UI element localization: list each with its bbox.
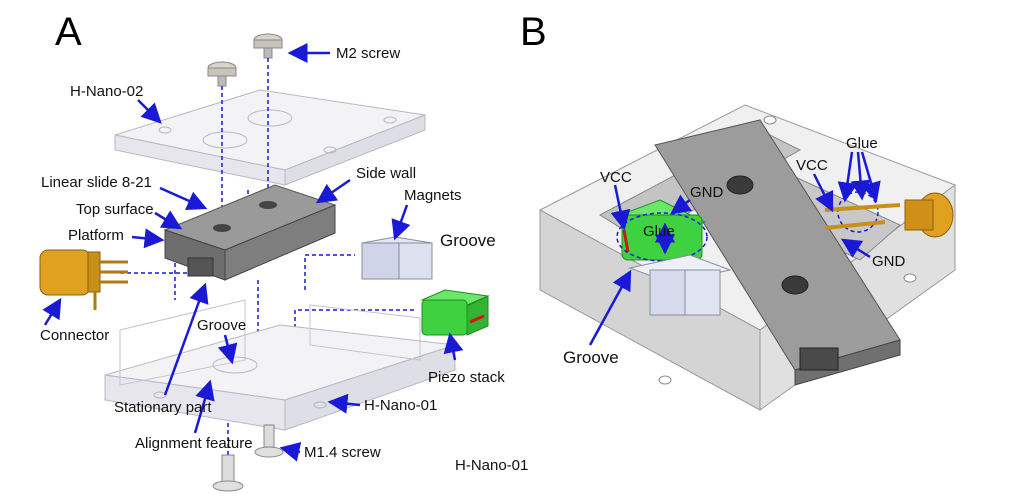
m1-4-screw — [254, 424, 284, 458]
panel-b-arrows — [588, 151, 881, 346]
m2-screw-left — [207, 61, 237, 87]
label-h-nano-01-mid: H-Nano-01 — [364, 397, 437, 414]
label-groove-b: Groove — [563, 348, 619, 367]
connector-part — [39, 249, 128, 310]
magnets-block — [361, 236, 433, 280]
label-m1-4-screw: M1.4 screw — [304, 444, 381, 461]
panel-a-label: A — [55, 10, 82, 54]
label-side-wall: Side wall — [356, 165, 416, 182]
label-linear-slide: Linear slide 8-21 — [41, 174, 152, 191]
piezo-stack — [420, 289, 490, 336]
label-stationary-part: Stationary part — [114, 399, 212, 416]
assembled-slide — [654, 119, 901, 386]
label-gnd-right: GND — [872, 253, 906, 270]
panel-b-label: B — [520, 10, 547, 54]
label-magnets: Magnets — [404, 187, 462, 204]
h-nano-02-plate — [114, 89, 427, 186]
label-groove-center: Groove — [197, 317, 246, 334]
label-piezo-stack: Piezo stack — [428, 369, 505, 386]
linear-slide-block — [163, 184, 337, 281]
label-top-surface: Top surface — [76, 201, 154, 218]
label-vcc-left: VCC — [600, 169, 632, 186]
label-groove-right: Groove — [440, 231, 496, 250]
label-platform: Platform — [68, 227, 124, 244]
label-vcc-right: VCC — [796, 157, 828, 174]
assembled-connector — [824, 191, 954, 238]
m2-screw-right — [253, 33, 283, 59]
label-m2-screw: M2 screw — [336, 45, 400, 62]
label-glue-right: Glue — [846, 135, 878, 152]
label-glue-left: Glue — [643, 223, 675, 240]
assembled-magnets — [628, 254, 732, 316]
label-alignment-feature: Alignment feature — [135, 435, 253, 452]
label-gnd-left: GND — [690, 184, 724, 201]
panel-a-arrows — [42, 43, 464, 462]
label-stationary-part-text: Stationary part — [114, 399, 212, 416]
label-connector: Connector — [40, 327, 109, 344]
label-h-nano-01-bottom: H-Nano-01 — [455, 457, 528, 474]
alignment-screw — [212, 454, 244, 492]
label-h-nano-02: H-Nano-02 — [70, 83, 143, 100]
